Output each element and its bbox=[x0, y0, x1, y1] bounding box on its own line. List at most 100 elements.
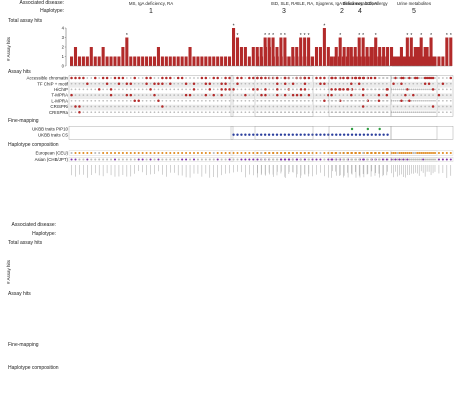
ceu-dot bbox=[299, 151, 303, 155]
asian-dot bbox=[232, 158, 235, 161]
assay-miss-dot bbox=[169, 111, 172, 114]
assay-hit-dot bbox=[437, 93, 441, 97]
bar bbox=[228, 56, 232, 66]
assay-miss-dot bbox=[296, 88, 298, 91]
ceu-dot bbox=[248, 151, 251, 155]
assay-miss-dot bbox=[288, 88, 290, 91]
ceu-dot bbox=[292, 151, 295, 155]
assay-miss-dot bbox=[122, 105, 124, 108]
composition-frame bbox=[390, 157, 438, 162]
assay-miss-dot bbox=[412, 88, 415, 91]
assay-hit-dot bbox=[121, 76, 125, 80]
assay-miss-dot bbox=[145, 88, 148, 91]
assay-miss-dot bbox=[102, 82, 104, 85]
cs-dot bbox=[319, 133, 322, 136]
assay-miss-dot bbox=[420, 94, 423, 96]
assay-miss-dot bbox=[408, 94, 411, 96]
bar bbox=[357, 37, 361, 66]
cs-dot bbox=[279, 133, 283, 136]
assay-hit-dot bbox=[299, 93, 303, 97]
assay-miss-dot bbox=[308, 105, 310, 108]
assay-miss-dot bbox=[189, 111, 191, 114]
assay-miss-dot bbox=[125, 99, 128, 102]
ceu-dot bbox=[161, 151, 164, 155]
bar bbox=[411, 56, 415, 66]
assay-miss-dot bbox=[424, 111, 426, 114]
assay-hit-dot bbox=[330, 88, 333, 91]
assay-hit-dot bbox=[176, 76, 180, 80]
assay-miss-dot bbox=[428, 111, 430, 114]
assay-miss-dot bbox=[228, 82, 231, 85]
bar bbox=[390, 47, 394, 66]
assay-miss-dot bbox=[428, 105, 430, 108]
assay-miss-dot bbox=[137, 94, 140, 96]
assay-miss-dot bbox=[82, 82, 85, 85]
assay-miss-dot bbox=[208, 77, 211, 79]
assay-miss-dot bbox=[358, 99, 361, 102]
assay-miss-dot bbox=[416, 88, 419, 91]
assay-hit-dot bbox=[212, 93, 215, 97]
assay-miss-dot bbox=[338, 105, 341, 108]
assay-miss-dot bbox=[216, 82, 219, 85]
assay-miss-dot bbox=[330, 82, 333, 85]
bar bbox=[109, 56, 113, 66]
cs-dot bbox=[362, 133, 366, 136]
assay-miss-dot bbox=[346, 82, 349, 85]
cs-dot bbox=[267, 133, 271, 136]
ceu-dot bbox=[216, 151, 219, 155]
asian-dot bbox=[188, 158, 192, 161]
bar bbox=[385, 56, 389, 66]
assay-miss-dot bbox=[173, 105, 176, 108]
assay-hit-dot bbox=[200, 76, 204, 80]
assay-hit-dot bbox=[406, 88, 409, 91]
ceu-dot bbox=[177, 151, 180, 155]
assay-miss-dot bbox=[181, 94, 183, 96]
assay-miss-dot bbox=[284, 99, 287, 102]
assay-miss-dot bbox=[177, 99, 180, 102]
assay-miss-dot bbox=[394, 99, 397, 102]
assay-miss-dot bbox=[366, 82, 368, 85]
assay-miss-dot bbox=[434, 111, 436, 114]
asian-dot bbox=[173, 158, 176, 161]
assay-miss-dot bbox=[240, 94, 243, 96]
assay-miss-dot bbox=[358, 94, 361, 96]
bar bbox=[395, 56, 400, 66]
bar bbox=[337, 56, 341, 66]
asian-dot bbox=[192, 158, 196, 161]
significance-star: * bbox=[233, 23, 235, 29]
bar bbox=[145, 56, 149, 66]
assay-miss-dot bbox=[248, 111, 251, 114]
assay-miss-dot bbox=[224, 94, 227, 96]
haplotype-number: 2 bbox=[340, 8, 344, 15]
assay-miss-dot bbox=[169, 88, 172, 91]
assay-miss-dot bbox=[416, 99, 419, 102]
assay-hit-dot bbox=[323, 76, 326, 80]
assay-miss-dot bbox=[86, 88, 89, 91]
assay-miss-dot bbox=[216, 105, 219, 108]
assay-hit-dot bbox=[330, 76, 333, 80]
assay-miss-dot bbox=[118, 111, 120, 114]
assay-miss-dot bbox=[118, 88, 120, 91]
assay-miss-dot bbox=[74, 99, 77, 102]
assay-hit-dot bbox=[149, 76, 152, 80]
assay-miss-dot bbox=[412, 82, 415, 85]
asian-dot bbox=[307, 158, 310, 161]
bar bbox=[322, 28, 326, 66]
asian-dot bbox=[161, 158, 164, 161]
assay-miss-dot bbox=[420, 105, 423, 108]
assay-miss-dot bbox=[98, 99, 101, 102]
assay-miss-dot bbox=[189, 82, 191, 85]
ceu-dot bbox=[228, 151, 231, 155]
assay-miss-dot bbox=[370, 99, 372, 102]
assay-miss-dot bbox=[406, 111, 409, 114]
assay-miss-dot bbox=[145, 99, 148, 102]
assay-miss-dot bbox=[420, 111, 423, 114]
cs-dot bbox=[295, 133, 298, 136]
assay-hit-dot bbox=[169, 76, 172, 80]
assay-hit-dot bbox=[224, 82, 227, 85]
ceu-dot bbox=[74, 151, 77, 155]
assay-miss-dot bbox=[412, 105, 415, 108]
assay-miss-dot bbox=[412, 99, 415, 102]
assay-miss-dot bbox=[406, 77, 409, 79]
assay-miss-dot bbox=[350, 99, 353, 102]
